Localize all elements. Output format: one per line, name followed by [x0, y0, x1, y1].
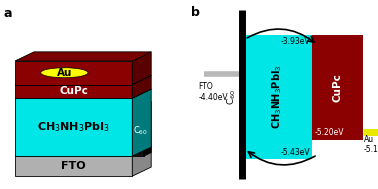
Polygon shape — [144, 102, 151, 156]
Polygon shape — [15, 61, 132, 84]
Polygon shape — [132, 147, 151, 176]
Text: a: a — [4, 7, 12, 20]
Text: -3.93eV: -3.93eV — [280, 37, 310, 46]
Polygon shape — [15, 75, 151, 84]
Polygon shape — [15, 156, 132, 176]
Polygon shape — [15, 52, 151, 61]
Text: C$_{60}$: C$_{60}$ — [133, 125, 148, 137]
Polygon shape — [132, 89, 151, 156]
Text: FTO
-4.40eV: FTO -4.40eV — [198, 82, 228, 101]
Polygon shape — [132, 102, 151, 105]
Polygon shape — [15, 98, 132, 156]
Bar — [242, 35, 312, 159]
Polygon shape — [15, 147, 151, 156]
Text: Au
-5.10eV: Au -5.10eV — [364, 135, 378, 154]
Text: CH$_3$NH$_3$PbI$_3$: CH$_3$NH$_3$PbI$_3$ — [270, 65, 284, 129]
Text: Au: Au — [57, 68, 72, 78]
Polygon shape — [15, 84, 132, 98]
Polygon shape — [132, 52, 151, 84]
Text: CuPc: CuPc — [332, 73, 342, 102]
Text: C$_{60}$: C$_{60}$ — [225, 89, 238, 105]
Polygon shape — [15, 89, 151, 98]
Bar — [312, 35, 363, 140]
Polygon shape — [132, 105, 144, 156]
Text: CuPc: CuPc — [59, 86, 88, 96]
Text: CH$_3$NH$_3$PbI$_3$: CH$_3$NH$_3$PbI$_3$ — [37, 120, 110, 134]
Polygon shape — [132, 75, 151, 98]
Ellipse shape — [41, 68, 88, 78]
Text: b: b — [191, 6, 200, 19]
Text: -5.43eV: -5.43eV — [280, 148, 310, 157]
Text: FTO: FTO — [61, 161, 86, 171]
Text: -5.20eV: -5.20eV — [314, 128, 344, 137]
